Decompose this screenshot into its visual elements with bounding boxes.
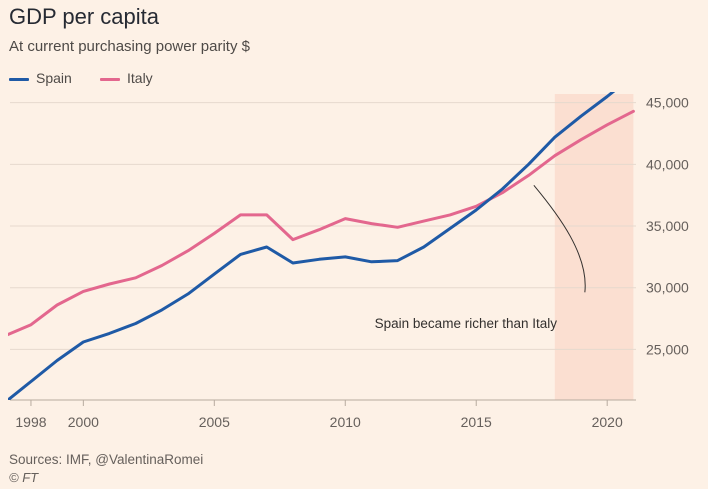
highlight-region <box>554 94 634 400</box>
legend-item-italy: Italy <box>100 70 153 86</box>
annotation-label: Spain became richer than Italy <box>375 316 558 331</box>
x-tick-label: 2005 <box>199 414 230 430</box>
source-note: Sources: IMF, @ValentinaRomei <box>9 452 204 467</box>
highlight-region-group <box>554 94 634 400</box>
y-tick-label: 40,000 <box>646 156 689 172</box>
gridlines <box>10 102 636 401</box>
copyright-note: © FT <box>9 470 39 485</box>
chart-subtitle: At current purchasing power parity $ <box>9 38 250 55</box>
legend-label-italy: Italy <box>127 70 153 86</box>
x-tick-label: 1998 <box>15 414 46 430</box>
y-tick-label: 45,000 <box>646 95 689 111</box>
x-axis: 1998 2000 2005 2010 2015 2020 <box>15 400 623 430</box>
chart-title: GDP per capita <box>9 4 160 29</box>
legend-swatch-italy <box>100 77 120 81</box>
legend-label-spain: Spain <box>36 70 72 86</box>
x-tick-label: 2000 <box>68 414 99 430</box>
annotation-connector <box>533 184 586 293</box>
series-lines <box>8 92 635 400</box>
legend-item-spain: Spain <box>9 70 72 86</box>
series-line-spain <box>8 92 616 400</box>
series-line-italy <box>8 109 635 337</box>
x-tick-label: 2020 <box>592 414 623 430</box>
y-tick-label: 30,000 <box>646 280 689 296</box>
x-tick-label: 2010 <box>330 414 361 430</box>
x-tick-label: 2015 <box>461 414 492 430</box>
y-tick-label: 35,000 <box>646 218 689 234</box>
y-tick-label: 25,000 <box>646 341 689 357</box>
y-axis: 25,000 30,000 35,000 40,000 45,000 <box>646 95 689 358</box>
legend-swatch-spain <box>9 77 29 81</box>
annotation-group: Spain became richer than Italy <box>375 184 586 331</box>
